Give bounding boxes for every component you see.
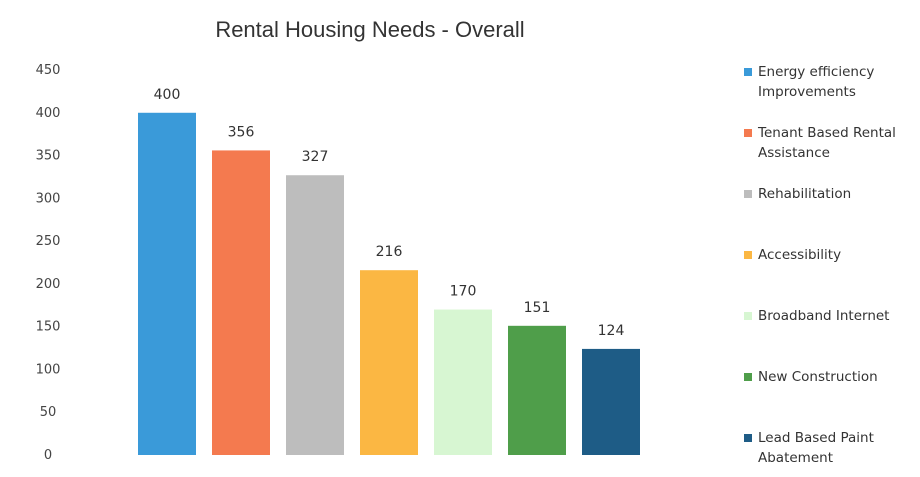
y-tick-label: 450 [36,63,61,78]
bar [582,348,640,455]
y-tick-label: 300 [36,191,61,206]
legend-label: Energy efficiency Improvements [758,64,874,100]
legend-swatch [744,312,752,320]
legend: Energy efficiency Improvements Tenant Base… [744,64,896,466]
legend-label: Lead Based Paint Abatement [758,430,874,466]
chart-title: Rental Housing Needs - Overall [215,17,524,42]
bar [434,309,492,455]
legend-swatch [744,434,752,442]
legend-label: Broadband Internet [758,308,889,324]
legend-item: New Construction [744,369,878,385]
legend-item: Rehabilitation [744,186,851,202]
legend-swatch [744,373,752,381]
legend-item: Lead Based Paint Abatement [744,430,874,466]
legend-item: Energy efficiency Improvements [744,64,874,100]
legend-swatch [744,129,752,137]
y-tick-label: 350 [36,149,61,164]
y-tick-label: 200 [36,277,61,292]
bar [138,112,196,456]
bars [138,112,640,456]
data-label: 400 [154,87,181,103]
legend-label: Rehabilitation [758,186,851,202]
legend-label: Accessibility [758,247,841,263]
y-tick-label: 0 [44,448,52,463]
bar [212,150,270,455]
data-label: 151 [524,300,551,316]
data-label: 170 [450,284,477,300]
data-label: 124 [598,323,625,339]
legend-item: Accessibility [744,247,841,263]
legend-item: Broadband Internet [744,308,889,324]
legend-label: Tenant Based Rental Assistance [757,125,896,161]
legend-label: New Construction [758,369,878,385]
y-tick-label: 250 [36,234,61,249]
data-label: 356 [228,124,255,140]
y-tick-label: 150 [36,320,61,335]
y-tick-label: 100 [36,362,61,377]
bar [508,325,566,455]
y-tick-label: 400 [36,106,61,121]
data-labels: 400 356 327 216 170 151 124 [154,87,625,339]
legend-item: Tenant Based Rental Assistance [744,125,896,161]
data-label: 216 [376,244,403,260]
y-axis-ticks: 0 50 100 150 200 250 300 350 400 450 [36,63,61,463]
bar [286,175,344,455]
y-tick-label: 50 [40,405,57,420]
legend-swatch [744,251,752,259]
data-label: 327 [302,149,329,165]
bar [360,270,418,455]
legend-swatch [744,68,752,76]
legend-swatch [744,190,752,198]
